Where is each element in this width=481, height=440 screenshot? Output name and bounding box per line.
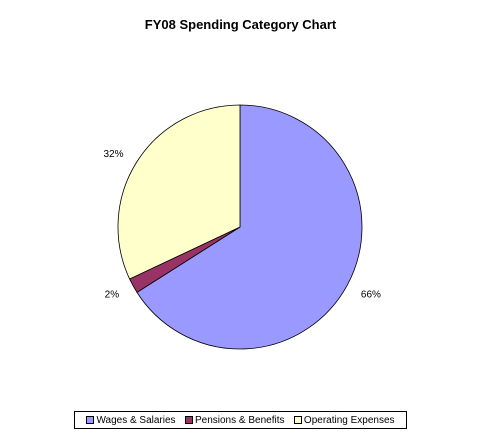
legend-swatch-wages: [86, 416, 95, 424]
data-label-pensions: 2%: [105, 290, 120, 301]
legend-swatch-operating: [293, 416, 302, 424]
chart-title: FY08 Spending Category Chart: [144, 17, 337, 32]
legend-label-pensions: Pensions & Benefits: [194, 414, 285, 426]
legend-item-pensions: Pensions & Benefits: [184, 414, 285, 426]
data-label-wages: 66%: [361, 290, 381, 301]
legend-item-operating: Operating Expenses: [293, 414, 395, 426]
data-label-operating: 32%: [103, 149, 123, 160]
pie-slice-wages: [136, 104, 363, 350]
legend-label-operating: Operating Expenses: [303, 414, 395, 426]
legend-item-wages: Wages & Salaries: [86, 414, 176, 426]
pie-slice-operating: [117, 104, 241, 280]
legend-label-wages: Wages & Salaries: [96, 414, 176, 426]
legend-swatch-pensions: [184, 416, 193, 424]
chart-legend: Wages & Salaries Pensions & Benefits Ope…: [74, 411, 407, 429]
